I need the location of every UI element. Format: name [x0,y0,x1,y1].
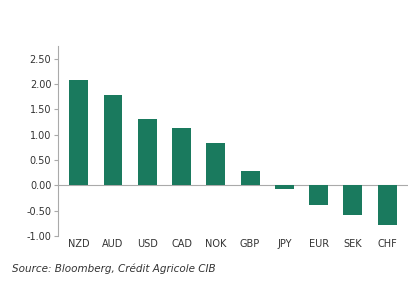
Bar [104,95,122,185]
Bar [138,119,157,185]
Bar [241,171,260,185]
Bar [275,185,294,190]
Bar [378,185,396,225]
Bar [309,185,328,205]
Bar [172,128,191,185]
Bar [206,143,225,185]
Text: Source: Bloomberg, Crédit Agricole CIB: Source: Bloomberg, Crédit Agricole CIB [12,263,216,274]
Bar [344,185,362,215]
Bar [69,80,88,185]
Text: Yield advantage: Yield advantage [10,18,149,33]
